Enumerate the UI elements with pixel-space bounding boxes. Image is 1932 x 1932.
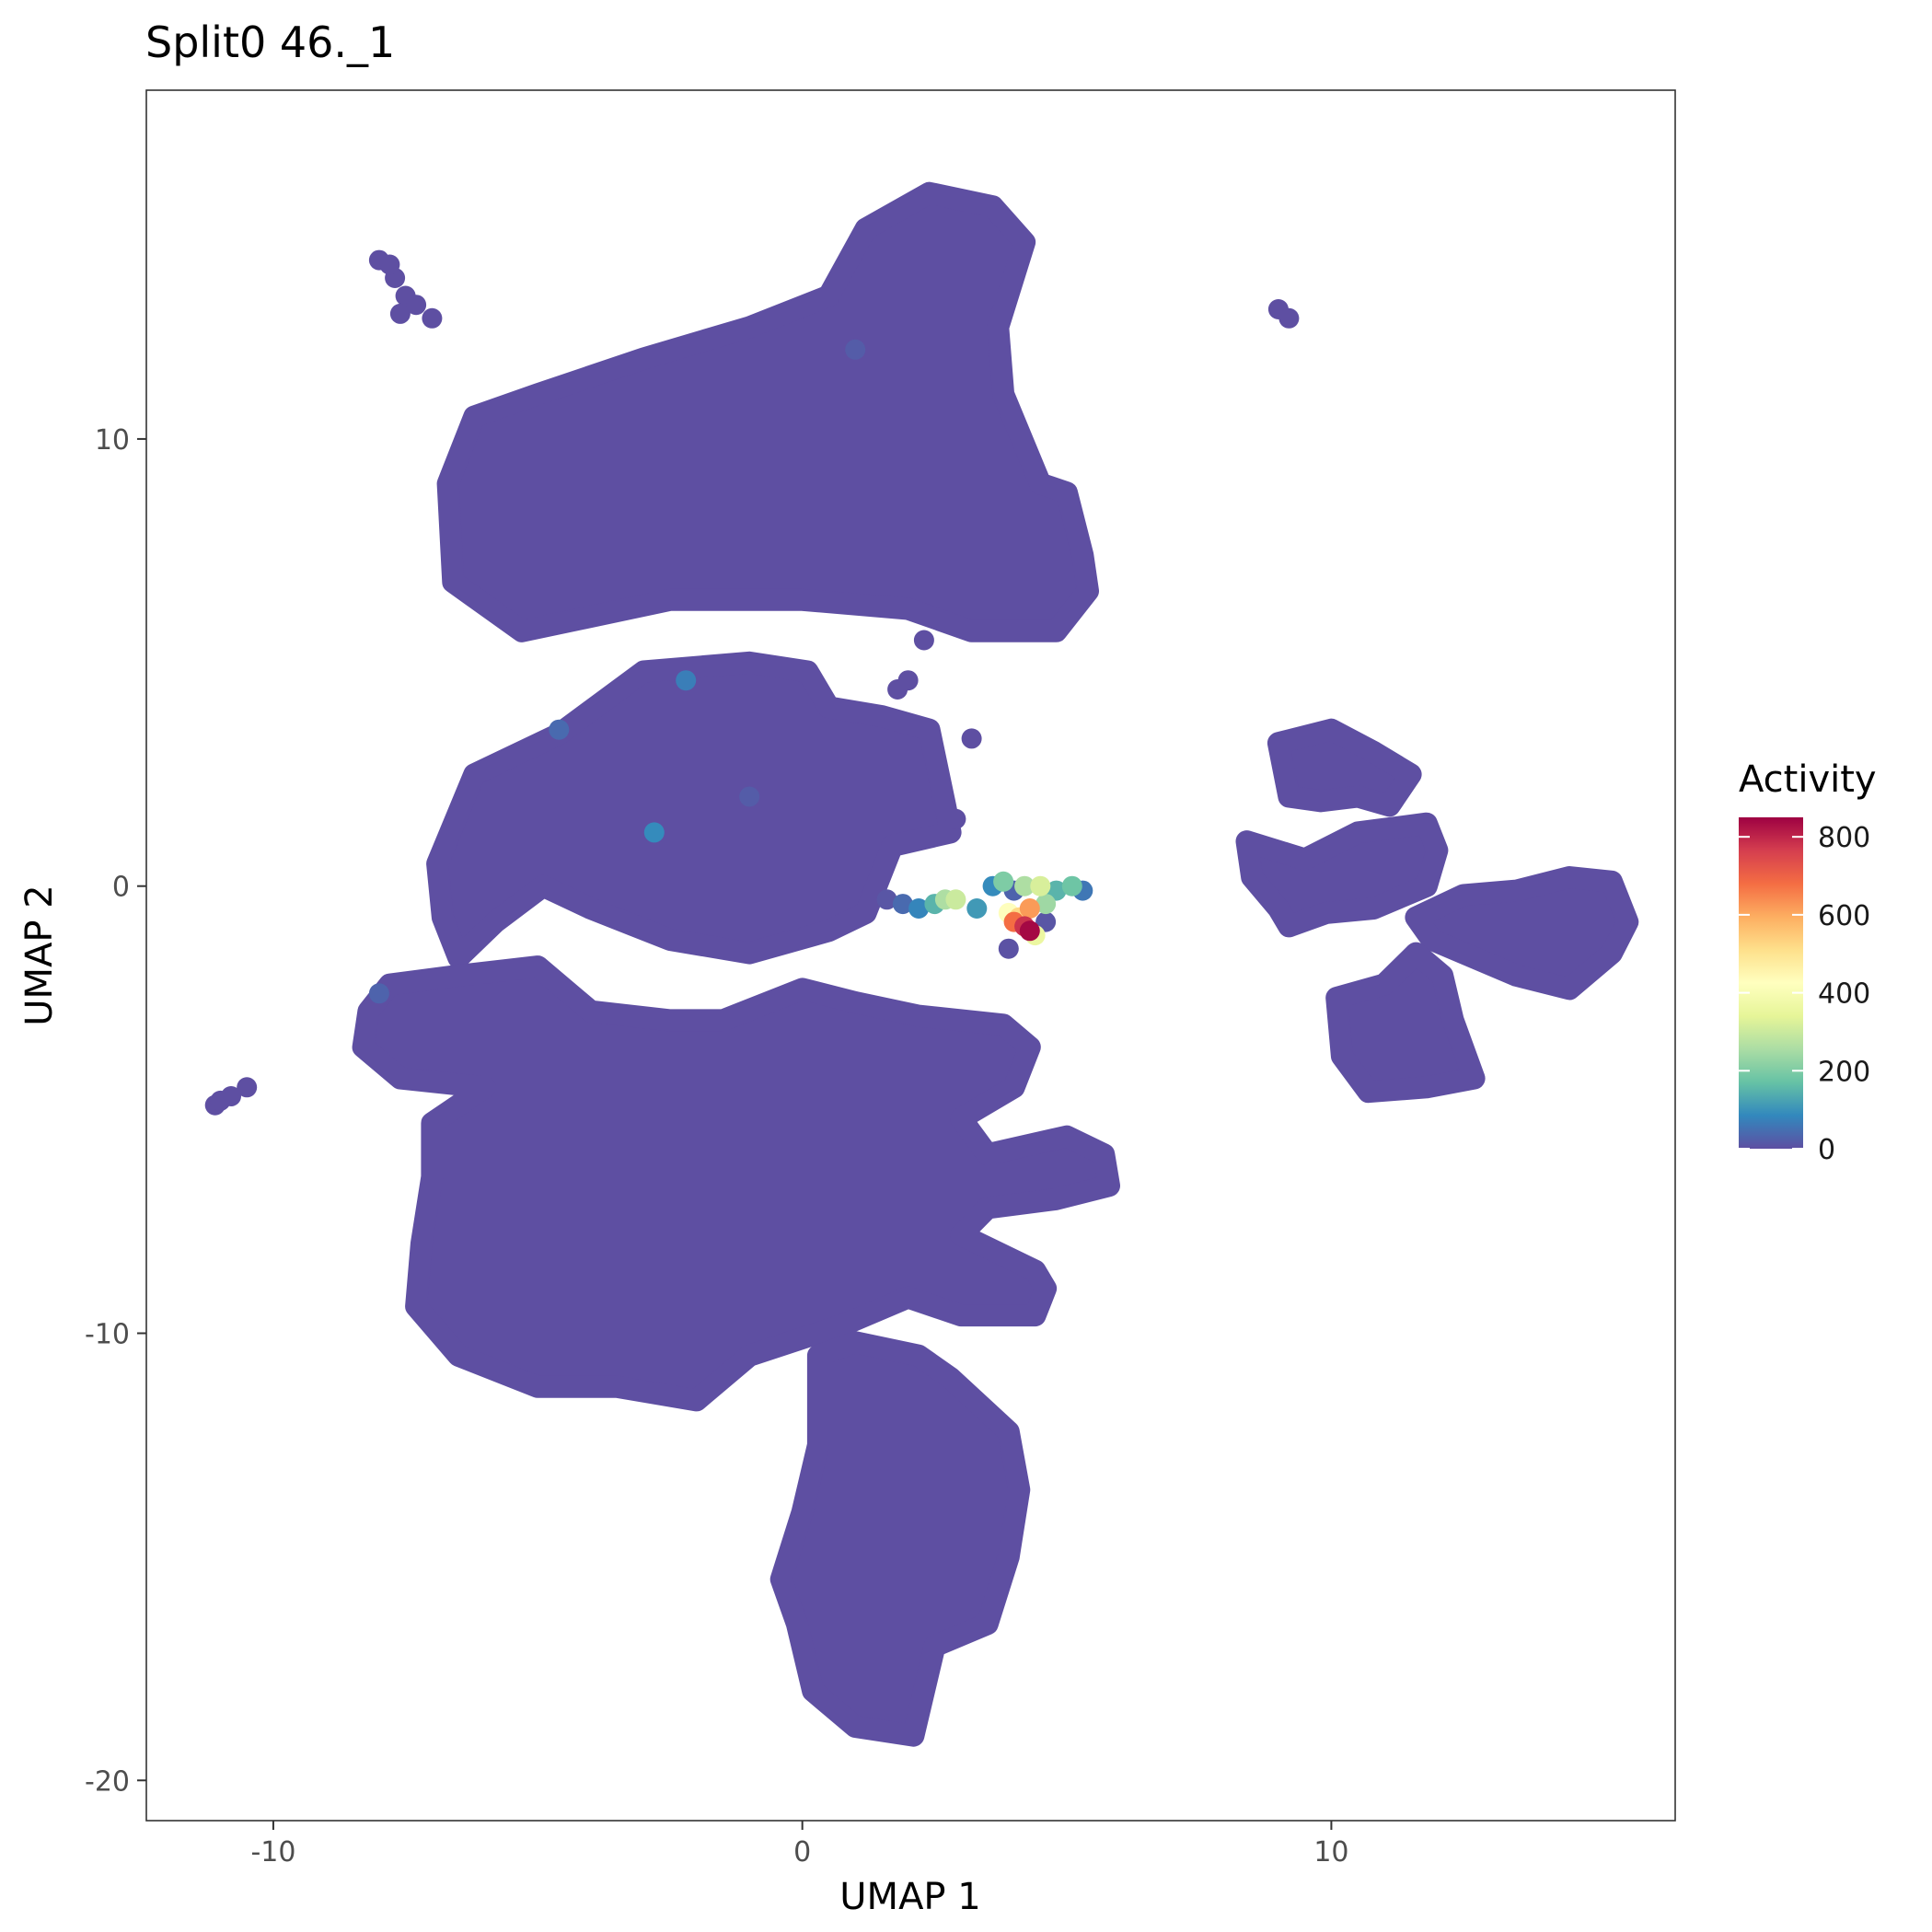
point-clusters — [352, 181, 1639, 1747]
y-axis-title: UMAP 2 — [18, 885, 61, 1025]
data-point — [389, 303, 411, 324]
data-point — [379, 254, 400, 275]
data-point — [845, 339, 866, 360]
cluster-right-middle — [1235, 812, 1449, 938]
data-point — [1061, 875, 1082, 897]
data-point — [876, 889, 897, 910]
data-point — [993, 871, 1014, 892]
data-point — [643, 822, 665, 843]
data-point — [945, 889, 966, 910]
y-axis-ticks: -20 -10 0 10 — [85, 424, 146, 1798]
data-point — [368, 983, 389, 1004]
plot-panel-border — [145, 89, 1676, 1822]
data-point — [1278, 307, 1300, 329]
data-point — [892, 894, 913, 915]
data-point — [1030, 875, 1051, 897]
data-point — [1019, 920, 1040, 942]
data-point — [676, 670, 697, 691]
y-tick-label: 10 — [95, 424, 130, 457]
colorbar-label: 400 — [1818, 978, 1870, 1011]
activity-legend: Activity 0 200 400 600 800 — [1739, 758, 1877, 1166]
cluster-top-main — [436, 181, 1099, 642]
x-tick-label: 0 — [793, 1836, 811, 1868]
data-point — [887, 679, 908, 700]
data-point — [1014, 875, 1035, 897]
cluster-right-arm — [1405, 866, 1639, 1001]
y-tick-label: -20 — [85, 1765, 130, 1798]
legend-title: Activity — [1739, 758, 1877, 801]
data-point — [406, 295, 427, 316]
chart-title: Split0 46._1 — [145, 17, 395, 67]
colorbar-label: 800 — [1818, 822, 1870, 854]
y-tick-label: 0 — [112, 872, 130, 904]
data-point — [908, 898, 930, 919]
data-point — [966, 898, 988, 919]
cluster-lower-main — [352, 955, 1120, 1412]
colorbar-label: 200 — [1818, 1056, 1870, 1088]
data-point — [422, 307, 443, 329]
data-point — [998, 938, 1019, 959]
colorbar-label: 0 — [1818, 1134, 1835, 1166]
data-point — [237, 1077, 258, 1098]
x-tick-label: -10 — [250, 1836, 295, 1868]
cluster-bottom-lobe — [769, 1331, 1031, 1747]
data-points — [204, 249, 1300, 1116]
data-point — [210, 1090, 231, 1111]
x-tick-label: 10 — [1313, 1836, 1348, 1868]
colorbar-label: 600 — [1818, 900, 1870, 932]
data-point — [549, 719, 570, 740]
data-point — [945, 808, 966, 829]
colorbar — [1739, 817, 1803, 1149]
x-axis-title: UMAP 1 — [839, 1876, 980, 1918]
data-point — [739, 786, 760, 807]
x-axis-ticks: -10 0 10 — [250, 1821, 1349, 1868]
colorbar-ticks: 0 200 400 600 800 — [1739, 822, 1870, 1166]
data-point — [1035, 894, 1057, 915]
cluster-right-lower — [1325, 942, 1486, 1104]
data-point — [1019, 898, 1040, 919]
data-point — [913, 630, 934, 651]
y-tick-label: -10 — [85, 1318, 130, 1350]
data-point — [961, 728, 982, 749]
cluster-right-upper — [1267, 718, 1422, 817]
